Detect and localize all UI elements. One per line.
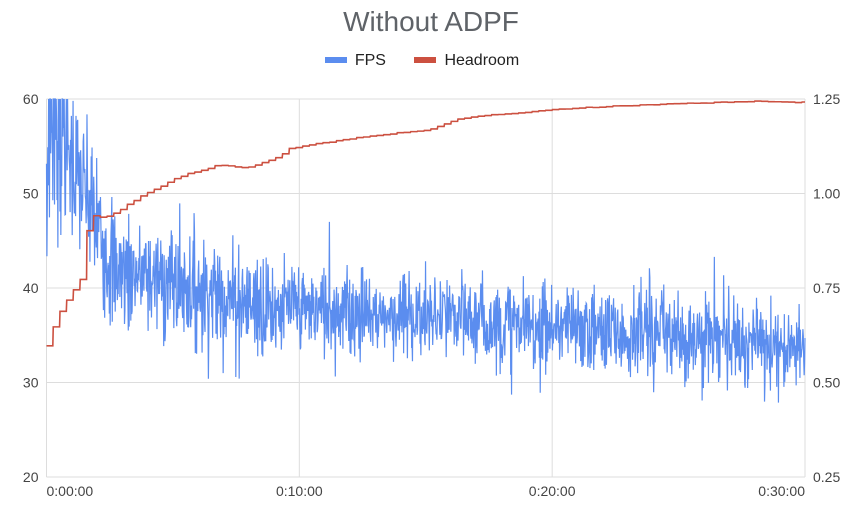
- svg-text:40: 40: [23, 280, 39, 296]
- svg-text:0:10:00: 0:10:00: [276, 483, 323, 499]
- svg-text:50: 50: [23, 186, 39, 202]
- svg-text:1.00: 1.00: [813, 186, 840, 202]
- svg-text:20: 20: [23, 469, 39, 485]
- svg-text:0:00:00: 0:00:00: [47, 483, 94, 499]
- svg-text:0.75: 0.75: [813, 280, 840, 296]
- svg-text:60: 60: [23, 91, 39, 107]
- svg-text:30: 30: [23, 375, 39, 391]
- svg-text:0.50: 0.50: [813, 375, 840, 391]
- svg-text:0:20:00: 0:20:00: [529, 483, 576, 499]
- svg-text:0:30:00: 0:30:00: [758, 483, 805, 499]
- svg-text:1.25: 1.25: [813, 91, 840, 107]
- svg-text:0.25: 0.25: [813, 469, 840, 485]
